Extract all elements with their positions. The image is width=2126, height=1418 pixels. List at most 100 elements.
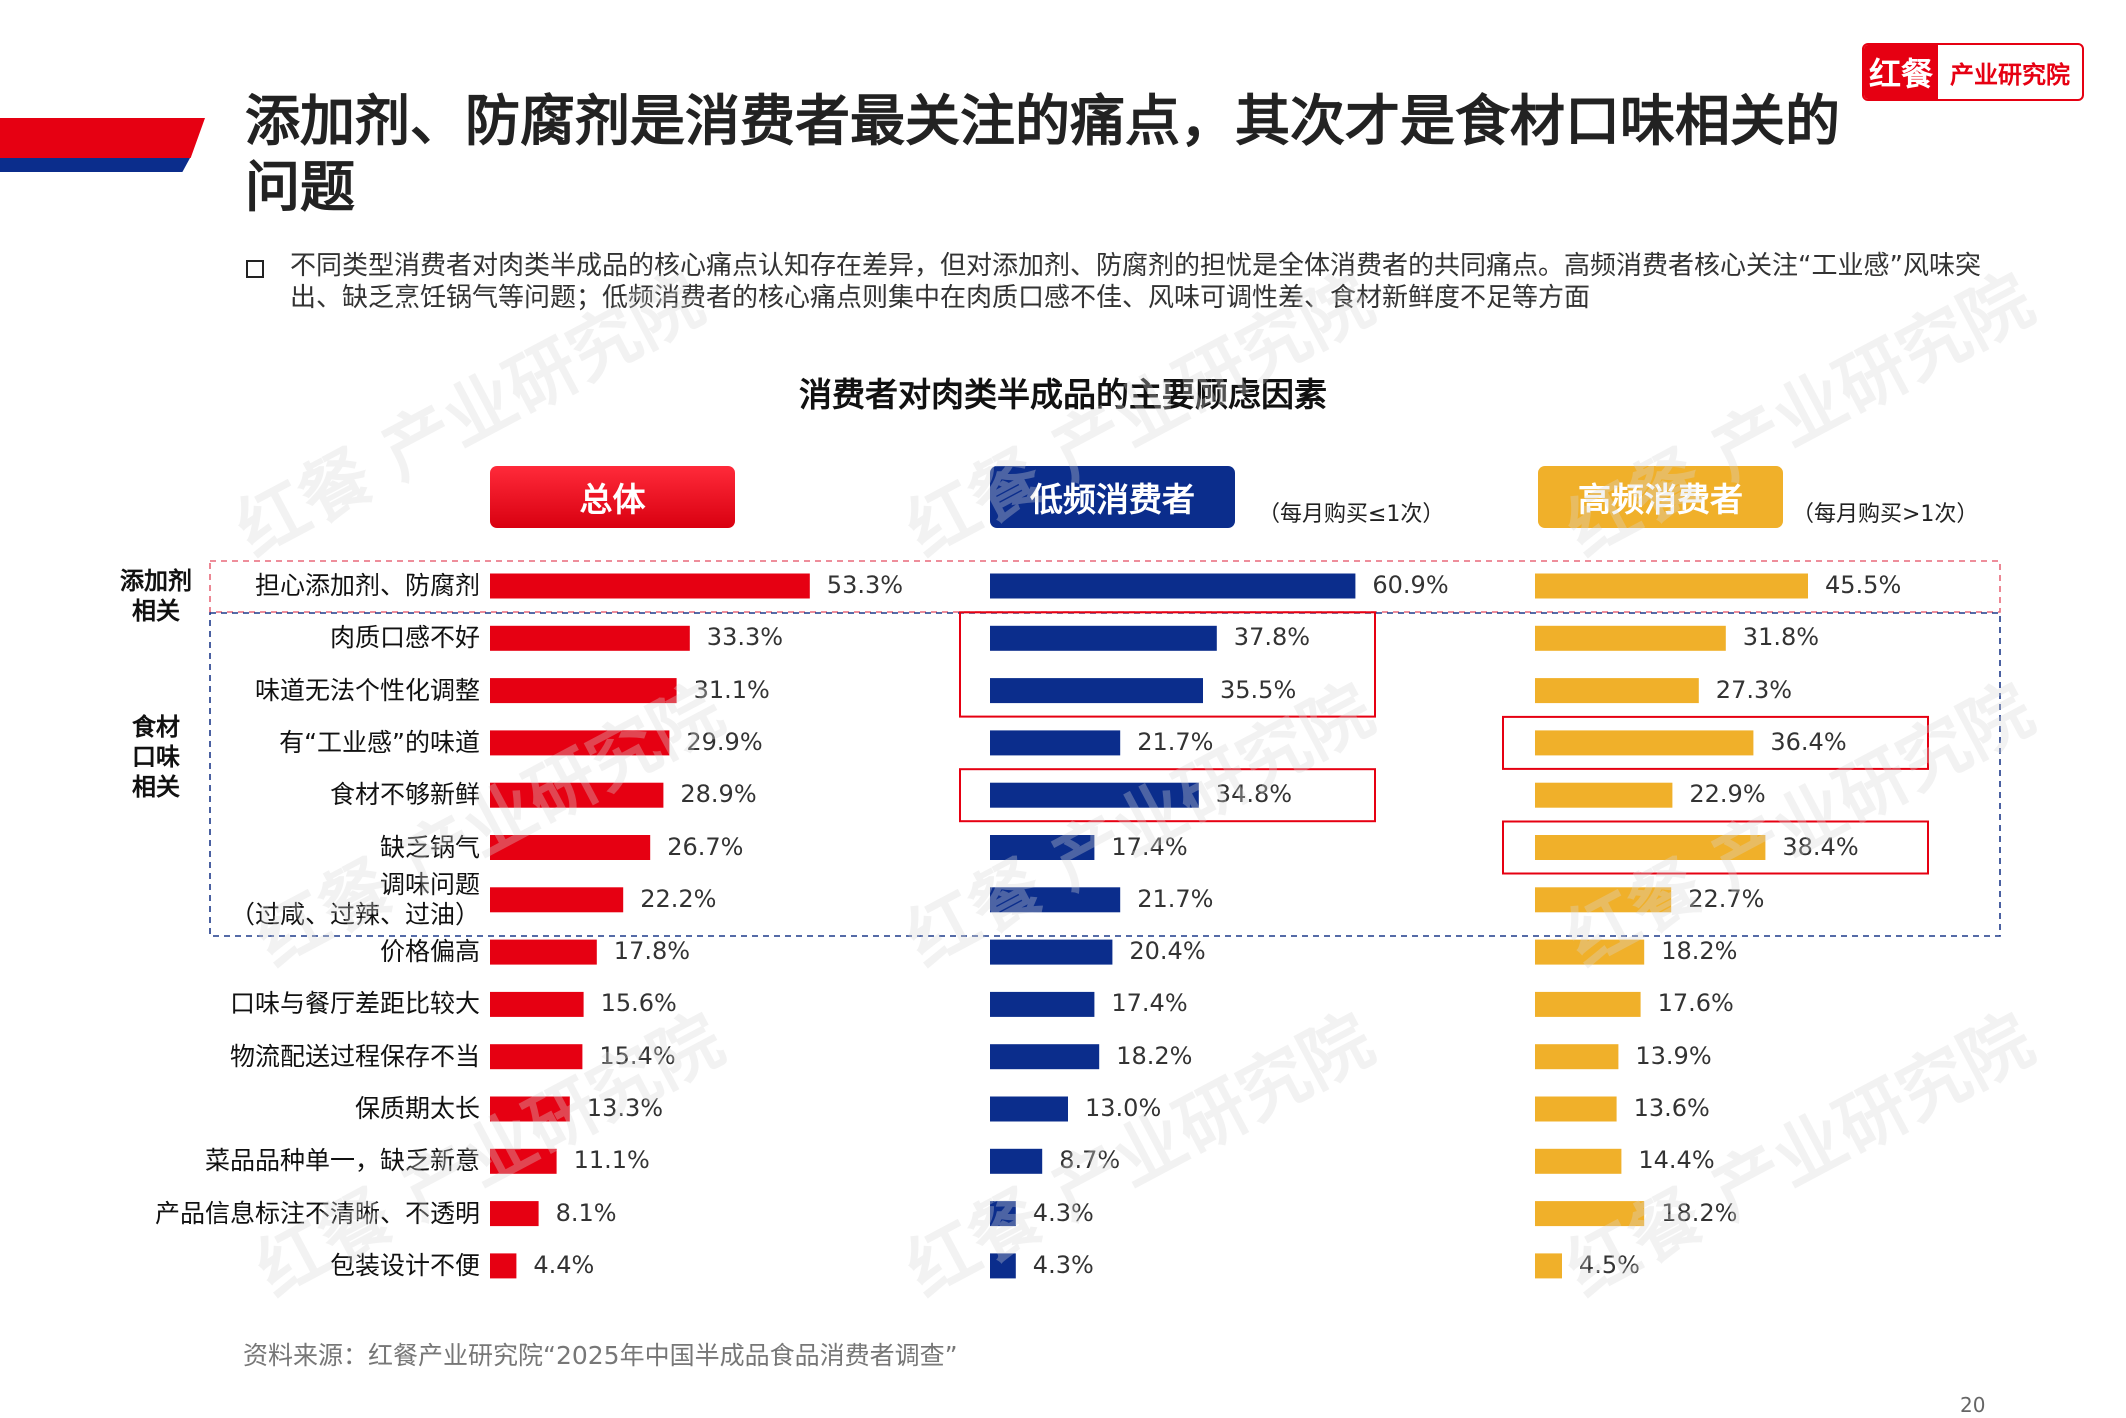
bar-total xyxy=(490,678,677,704)
bar-high xyxy=(1535,1096,1617,1122)
category-label: 食材不够新鲜 xyxy=(329,780,480,810)
category-label: 调味问题 （过咸、过辣、过油） xyxy=(229,869,480,929)
bar-low xyxy=(990,1253,1016,1279)
category-label: 有“工业感”的味道 xyxy=(279,727,480,757)
chart-title: 消费者对肉类半成品的主要顾虑因素 xyxy=(799,375,1327,414)
category-label: 担心添加剂、防腐剂 xyxy=(254,571,480,600)
data-label: 11.1% xyxy=(573,1146,650,1175)
bar-high xyxy=(1535,991,1641,1017)
data-label: 35.5% xyxy=(1220,675,1297,704)
bar-low xyxy=(990,625,1217,651)
data-label: 13.0% xyxy=(1085,1094,1162,1122)
bar-total xyxy=(490,991,584,1017)
bar-low xyxy=(990,887,1121,913)
data-label: 37.8% xyxy=(1233,623,1311,652)
logo-mark: 红餐 xyxy=(1864,45,1938,99)
bar-high xyxy=(1535,1044,1619,1070)
category-label: 包装设计不便 xyxy=(329,1250,480,1280)
bullet-square-icon xyxy=(246,260,264,278)
data-label: 27.3% xyxy=(1715,675,1793,704)
bar-low xyxy=(990,1044,1100,1070)
series-note-low: （每月购买≤1次） xyxy=(1258,502,1445,527)
logo-text: 产业研究院 xyxy=(1950,60,2070,89)
data-label: 18.2% xyxy=(1116,1041,1193,1070)
data-label: 21.7% xyxy=(1137,727,1214,756)
data-label: 13.9% xyxy=(1635,1041,1712,1070)
category-label: 菜品品种单一，缺乏新意 xyxy=(204,1146,480,1176)
data-label: 18.2% xyxy=(1661,937,1738,966)
bar-high xyxy=(1535,730,1754,756)
data-label: 29.9% xyxy=(686,727,763,756)
category-label: 肉质口感不好 xyxy=(329,623,480,653)
data-label: 4.3% xyxy=(1032,1198,1094,1227)
bar-low xyxy=(990,991,1095,1017)
bar-total xyxy=(490,1096,570,1122)
data-label: 34.8% xyxy=(1215,780,1293,809)
data-label: 8.7% xyxy=(1059,1146,1121,1175)
header-red-stripe xyxy=(0,118,205,158)
bar-total xyxy=(490,1201,539,1227)
series-header-high: 高频消费者 xyxy=(1538,466,1783,528)
source-note: 资料来源：红餐产业研究院“2025年中国半成品食品消费者调查” xyxy=(243,1341,958,1370)
bar-high xyxy=(1535,1253,1562,1279)
data-label: 17.8% xyxy=(613,937,691,966)
bar-high xyxy=(1535,573,1808,599)
data-label: 15.6% xyxy=(600,989,677,1018)
bar-total xyxy=(490,625,690,651)
category-label: 价格偏高 xyxy=(379,937,480,967)
data-label: 15.4% xyxy=(599,1041,676,1070)
highlight-box xyxy=(1502,715,1929,770)
category-label: 缺乏锅气 xyxy=(379,832,480,862)
data-label: 38.4% xyxy=(1782,832,1859,861)
summary-note: 不同类型消费者对肉类半成品的核心痛点认知存在差异，但对添加剂、防腐剂的担忧是全体… xyxy=(290,251,1981,313)
group-label-ingredient: 食材 口味 相关 xyxy=(132,713,180,801)
bar-total xyxy=(490,887,624,913)
bar-low xyxy=(990,939,1113,965)
brand-logo: 红餐 产业研究院 xyxy=(1862,43,2084,101)
data-label: 17.4% xyxy=(1111,989,1188,1018)
bar-total xyxy=(490,573,810,599)
data-label: 36.4% xyxy=(1770,727,1847,756)
bar-total xyxy=(490,1044,583,1070)
header-blue-stripe xyxy=(0,158,190,172)
page-number: 20 xyxy=(1960,1393,1986,1417)
category-label: 物流配送过程保存不当 xyxy=(229,1041,480,1071)
bar-low xyxy=(990,782,1199,808)
data-label: 33.3% xyxy=(706,623,784,652)
highlight-box xyxy=(1502,820,1929,875)
bar-high xyxy=(1535,887,1672,913)
data-label: 13.6% xyxy=(1633,1094,1710,1122)
data-label: 22.2% xyxy=(640,884,717,913)
data-label: 21.7% xyxy=(1137,884,1214,913)
bar-high xyxy=(1535,678,1699,704)
data-label: 45.5% xyxy=(1825,571,1902,599)
series-header-total: 总体 xyxy=(490,466,735,528)
data-label: 28.9% xyxy=(680,780,757,809)
category-label: 味道无法个性化调整 xyxy=(254,675,480,705)
category-label: 产品信息标注不清晰、不透明 xyxy=(154,1198,480,1228)
bar-low xyxy=(990,730,1121,756)
data-label: 22.7% xyxy=(1688,884,1765,913)
bar-low xyxy=(990,1096,1068,1122)
series-header-low: 低频消费者 xyxy=(990,466,1235,528)
data-label: 17.6% xyxy=(1657,989,1734,1018)
data-label: 4.4% xyxy=(533,1250,595,1279)
highlight-box xyxy=(959,611,1376,718)
data-label: 53.3% xyxy=(826,571,904,599)
data-label: 14.4% xyxy=(1638,1146,1715,1175)
bar-total xyxy=(490,835,651,860)
group-label-additive: 添加剂 相关 xyxy=(120,567,192,625)
bar-low xyxy=(990,1201,1016,1227)
bar-high xyxy=(1535,625,1726,651)
data-label: 26.7% xyxy=(667,832,744,861)
bar-low xyxy=(990,835,1095,860)
data-label: 60.9% xyxy=(1372,571,1449,599)
bar-high xyxy=(1535,835,1766,860)
bar-high xyxy=(1535,1148,1622,1174)
data-label: 22.9% xyxy=(1689,780,1766,809)
series-note-high: （每月购买>1次） xyxy=(1792,502,1979,527)
bar-total xyxy=(490,1148,557,1174)
highlight-box xyxy=(959,768,1376,823)
data-label: 4.5% xyxy=(1579,1250,1640,1279)
data-label: 31.1% xyxy=(693,675,770,704)
